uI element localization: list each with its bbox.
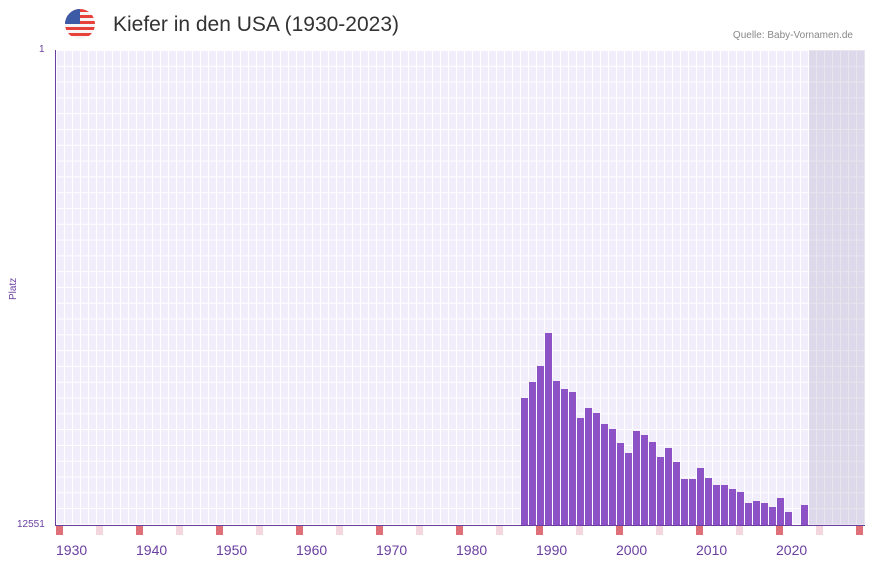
x-tick: 2000 (616, 542, 648, 558)
bar[interactable] (521, 397, 528, 525)
plot-area (55, 50, 865, 526)
x-tick: 1960 (296, 542, 328, 558)
bar[interactable] (545, 333, 552, 525)
bar[interactable] (689, 478, 696, 525)
bar[interactable] (801, 504, 808, 525)
bar[interactable] (601, 423, 608, 525)
bar[interactable] (713, 485, 720, 525)
bar[interactable] (673, 461, 680, 525)
year-marker (496, 526, 503, 535)
bar[interactable] (761, 503, 768, 525)
year-marker (736, 526, 743, 535)
bar[interactable] (705, 478, 712, 525)
bar[interactable] (681, 478, 688, 525)
year-marker (696, 526, 703, 535)
bar[interactable] (665, 447, 672, 525)
bar[interactable] (585, 408, 592, 525)
x-tick: 1980 (456, 542, 488, 558)
us-flag-icon (65, 9, 95, 39)
year-marker (136, 526, 143, 535)
year-marker (256, 526, 263, 535)
bar[interactable] (641, 435, 648, 525)
year-marker (176, 526, 183, 535)
bar[interactable] (721, 485, 728, 525)
bar[interactable] (529, 382, 536, 525)
year-marker (376, 526, 383, 535)
x-tick: 2010 (696, 542, 728, 558)
bar[interactable] (593, 413, 600, 525)
chart-title: Kiefer in den USA (1930-2023) (113, 13, 400, 36)
x-tick: 1950 (216, 542, 248, 558)
future-region (809, 50, 865, 525)
bar[interactable] (737, 492, 744, 525)
year-marker (536, 526, 543, 535)
year-marker (816, 526, 823, 535)
x-tick: 2020 (776, 542, 808, 558)
bar[interactable] (569, 392, 576, 525)
bar[interactable] (777, 498, 784, 525)
year-marker (96, 526, 103, 535)
bar[interactable] (553, 381, 560, 525)
bar[interactable] (745, 503, 752, 525)
bar[interactable] (625, 453, 632, 525)
bar[interactable] (633, 430, 640, 525)
bar[interactable] (617, 442, 624, 525)
x-tick: 1940 (136, 542, 168, 558)
source-label: Quelle: Baby-Vornamen.de (732, 30, 853, 41)
year-marker (456, 526, 463, 535)
year-marker (336, 526, 343, 535)
year-marker (656, 526, 663, 535)
x-tick: 1970 (376, 542, 408, 558)
year-marker (216, 526, 223, 535)
x-tick: 1930 (56, 542, 88, 558)
bar[interactable] (649, 442, 656, 525)
year-marker (616, 526, 623, 535)
x-tick: 1990 (536, 542, 568, 558)
year-marker (296, 526, 303, 535)
bar[interactable] (537, 366, 544, 525)
year-marker (56, 526, 63, 535)
y-tick-bottom: 12551 (17, 519, 45, 530)
bar[interactable] (785, 511, 792, 525)
year-marker (416, 526, 423, 535)
bar[interactable] (657, 457, 664, 525)
y-axis-label: Platz (8, 277, 19, 300)
bar[interactable] (561, 388, 568, 525)
bar[interactable] (697, 467, 704, 525)
bar[interactable] (769, 506, 776, 525)
bar[interactable] (609, 428, 616, 525)
year-marker (576, 526, 583, 535)
y-tick-top: 1 (39, 44, 45, 55)
year-marker (856, 526, 863, 535)
bar[interactable] (577, 418, 584, 525)
bar[interactable] (753, 501, 760, 525)
bar[interactable] (729, 489, 736, 525)
year-marker (776, 526, 783, 535)
